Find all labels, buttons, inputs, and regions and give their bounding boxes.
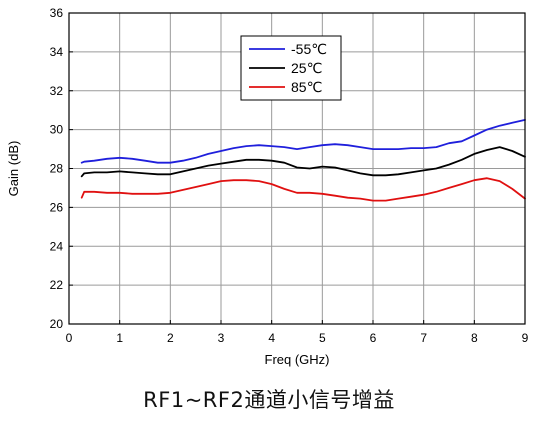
x-tick-label: 0 xyxy=(66,331,73,345)
y-tick-label: 36 xyxy=(50,6,64,20)
y-tick-label: 22 xyxy=(50,278,64,292)
y-axis-title: Gain (dB) xyxy=(6,141,21,197)
x-tick-label: 7 xyxy=(420,331,427,345)
chart-caption: RF1~RF2通道小信号增益 xyxy=(143,388,395,412)
series-line-2 xyxy=(80,177,526,202)
x-tick-label: 4 xyxy=(268,331,275,345)
y-tick-label: 30 xyxy=(50,123,64,137)
y-tick-label: 24 xyxy=(50,239,64,253)
y-tick-label: 26 xyxy=(50,200,64,214)
x-tick-label: 6 xyxy=(370,331,377,345)
x-tick-label: 3 xyxy=(218,331,225,345)
y-tick-label: 20 xyxy=(50,317,64,331)
x-tick-label: 5 xyxy=(319,331,326,345)
legend-label: 25℃ xyxy=(291,60,322,76)
legend-label: 85℃ xyxy=(291,79,322,95)
legend: -55℃ 25℃ 85℃ xyxy=(240,35,342,101)
series-lines xyxy=(80,119,526,202)
x-tick-label: 1 xyxy=(116,331,123,345)
y-tick-label: 32 xyxy=(50,84,64,98)
x-tick-label: 9 xyxy=(522,331,529,345)
x-tick-label: 8 xyxy=(471,331,478,345)
x-axis-title: Freq (GHz) xyxy=(265,352,330,367)
legend-label: -55℃ xyxy=(291,41,327,57)
series-line-1 xyxy=(80,146,526,178)
y-tick-label: 34 xyxy=(50,45,64,59)
x-tick-label: 2 xyxy=(167,331,174,345)
series-line-0 xyxy=(80,119,526,164)
y-tick-label: 28 xyxy=(50,162,64,176)
